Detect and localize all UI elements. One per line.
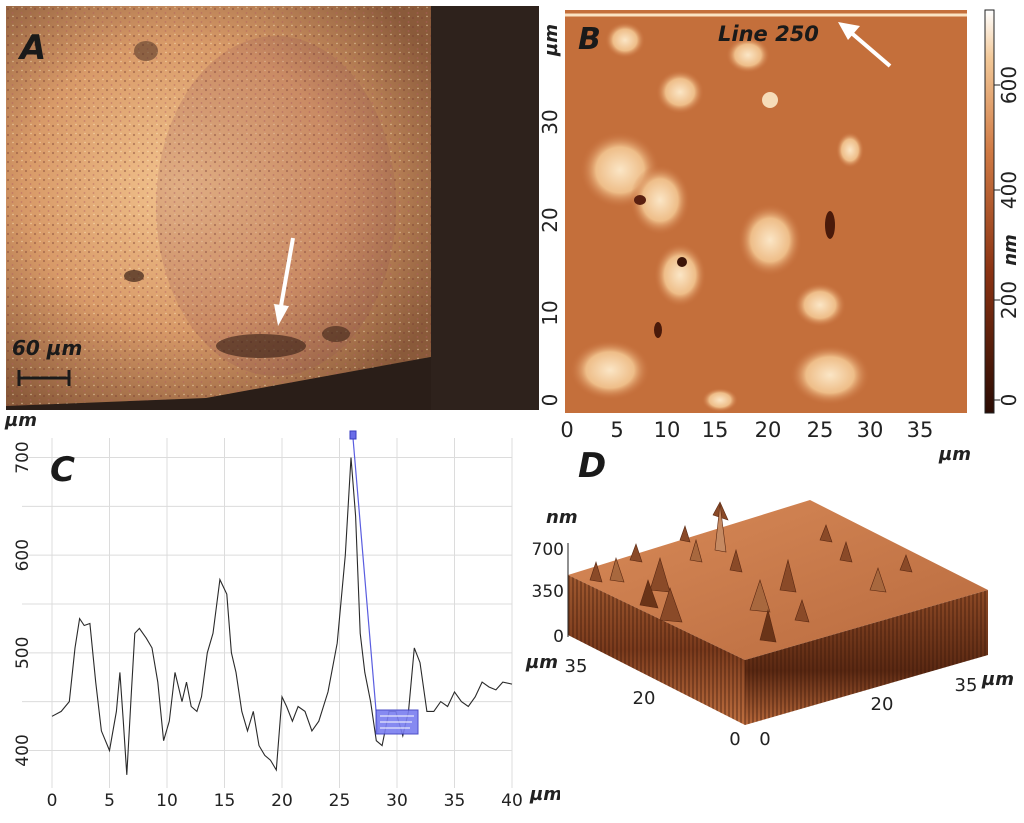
c-xtick-35: 35	[444, 791, 466, 811]
d-right-unit: µm	[981, 669, 1014, 690]
selection-start-marker	[349, 430, 357, 440]
colorbar-tick-600: 600	[997, 66, 1021, 104]
line-profile-chart: 0 5 10 15 20 25 30 35 40 400 500 600 700 µm µm	[4, 410, 562, 811]
profile-series-line	[51, 457, 513, 775]
b-xtick-20: 20	[755, 418, 782, 442]
b-xtick-0: 0	[560, 418, 573, 442]
arrow-head	[274, 304, 289, 326]
d-left-tick-35: 35	[565, 656, 588, 677]
surface-peaks	[589, 501, 913, 643]
c-xtick-40: 40	[501, 791, 523, 811]
z-unit: nm	[546, 507, 578, 528]
b-ytick-10: 10	[538, 300, 562, 325]
panel-b-label: B	[578, 22, 601, 57]
peak-arrow-shaft	[642, 504, 706, 525]
line-250-label: Line 250	[718, 22, 819, 46]
d-right-tick-35: 35	[955, 675, 978, 696]
d-left-tick-20: 20	[633, 688, 656, 709]
peak-arrow-head	[700, 498, 717, 515]
c-xtick-0: 0	[47, 791, 58, 811]
afm-features	[570, 22, 870, 412]
c-xtick-15: 15	[214, 791, 236, 811]
colorbar-tick-200: 200	[997, 281, 1021, 319]
panel-a: A 60 µm	[6, 6, 539, 410]
b-xtick-10: 10	[654, 418, 681, 442]
d-left-tick-0: 0	[729, 729, 740, 750]
colorbar	[984, 9, 995, 414]
chart-tick-labels: 0 5 10 15 20 25 30 35 40 400 500 600 700	[13, 441, 523, 811]
panel-a-label: A	[20, 28, 47, 68]
optical-micrograph	[6, 6, 539, 410]
chart-grid	[22, 438, 513, 788]
chart-series	[51, 457, 513, 775]
c-xtick-10: 10	[156, 791, 178, 811]
c-xtick-20: 20	[271, 791, 293, 811]
panel-d-label: D	[578, 446, 607, 486]
d-right-tick-0: 0	[759, 729, 770, 750]
b-xtick-30: 30	[857, 418, 884, 442]
selection-overlay	[349, 430, 419, 735]
afm-3d-surface: nm 700 350 0 µm 35 20 0 0 20 35 µm	[525, 498, 1014, 750]
b-y-unit: µm	[541, 24, 562, 57]
line-250-arrow-shaft	[846, 28, 892, 68]
scale-bar-label: 60 µm	[12, 336, 83, 360]
colorbar-ticks	[994, 84, 1000, 401]
b-xtick-35: 35	[907, 418, 934, 442]
b-xtick-25: 25	[807, 418, 834, 442]
colorbar-tick-400: 400	[997, 171, 1021, 209]
b-x-ticks: 0 5 10 15 20 25 30 35	[560, 418, 933, 442]
selection-line	[352, 437, 379, 735]
z-tick-350: 350	[532, 582, 564, 602]
afm-height-map: 0 200 400 600 nm 0 10 20 30 µm 0 5 10 15…	[538, 9, 1021, 465]
c-ytick-400: 400	[13, 734, 33, 766]
c-xtick-30: 30	[386, 791, 408, 811]
z-tick-700: 700	[532, 540, 564, 560]
b-xtick-15: 15	[702, 418, 729, 442]
c-xtick-5: 5	[104, 791, 115, 811]
panel-c-label: C	[50, 450, 75, 490]
z-tick-0: 0	[553, 627, 564, 647]
b-ytick-30: 30	[538, 109, 562, 134]
colorbar-tick-0: 0	[997, 394, 1021, 407]
colorbar-unit: nm	[1000, 234, 1021, 266]
d-left-unit: µm	[525, 652, 558, 673]
c-ytick-500: 500	[13, 637, 33, 669]
b-x-unit: µm	[938, 444, 971, 465]
line-250-arrow-head	[838, 22, 860, 40]
c-xtick-25: 25	[329, 791, 351, 811]
c-x-unit: µm	[529, 784, 560, 805]
panel-c: 0 5 10 15 20 25 30 35 40 400 500 600 700 µm µm C	[0, 410, 562, 823]
panel-b: 0 200 400 600 nm 0 10 20 30 µm 0 5 10 15…	[530, 0, 1024, 470]
panel-d: nm 700 350 0 µm 35 20 0 0 20 35 µm D	[520, 440, 1024, 823]
c-ytick-700: 700	[13, 441, 33, 473]
b-xtick-5: 5	[610, 418, 623, 442]
b-ytick-20: 20	[538, 207, 562, 232]
d-right-tick-20: 20	[871, 694, 894, 715]
c-ytick-600: 600	[13, 539, 33, 571]
c-y-unit: µm	[4, 410, 37, 431]
arrow-shaft	[279, 237, 295, 307]
b-ytick-0: 0	[538, 394, 562, 407]
